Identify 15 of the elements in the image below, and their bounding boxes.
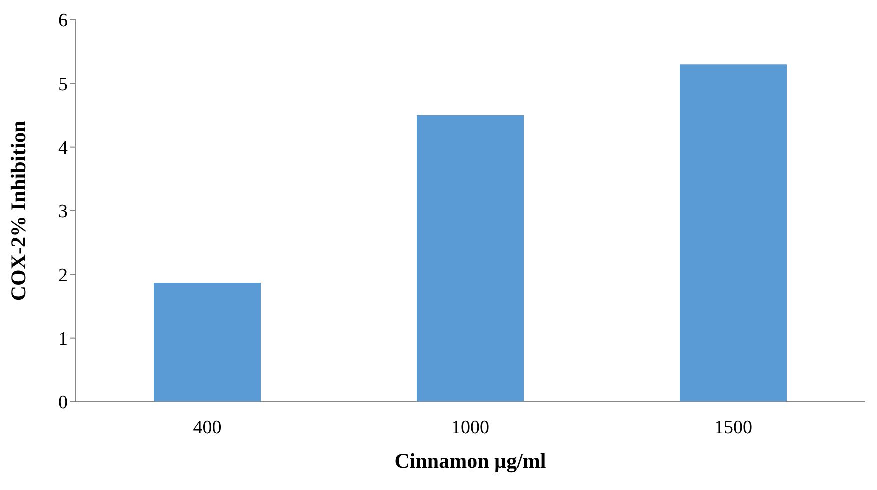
x-tick-label: 1500 — [714, 417, 752, 438]
y-tick-label: 3 — [58, 202, 68, 223]
y-tick-label: 1 — [58, 329, 68, 350]
y-tick-label: 2 — [58, 265, 68, 286]
x-tick-label: 400 — [193, 417, 222, 438]
bar — [680, 64, 787, 402]
bar — [154, 282, 261, 402]
x-axis-title: Cinnamon µg/ml — [394, 449, 546, 473]
y-axis-title: COX-2% Inhibition — [6, 120, 30, 302]
bar — [417, 116, 524, 402]
y-tick-label: 6 — [58, 10, 68, 32]
y-tick-label: 0 — [58, 392, 68, 414]
y-tick-label: 5 — [58, 74, 68, 96]
x-tick-label: 1000 — [452, 417, 490, 438]
y-tick-label: 4 — [58, 138, 68, 160]
